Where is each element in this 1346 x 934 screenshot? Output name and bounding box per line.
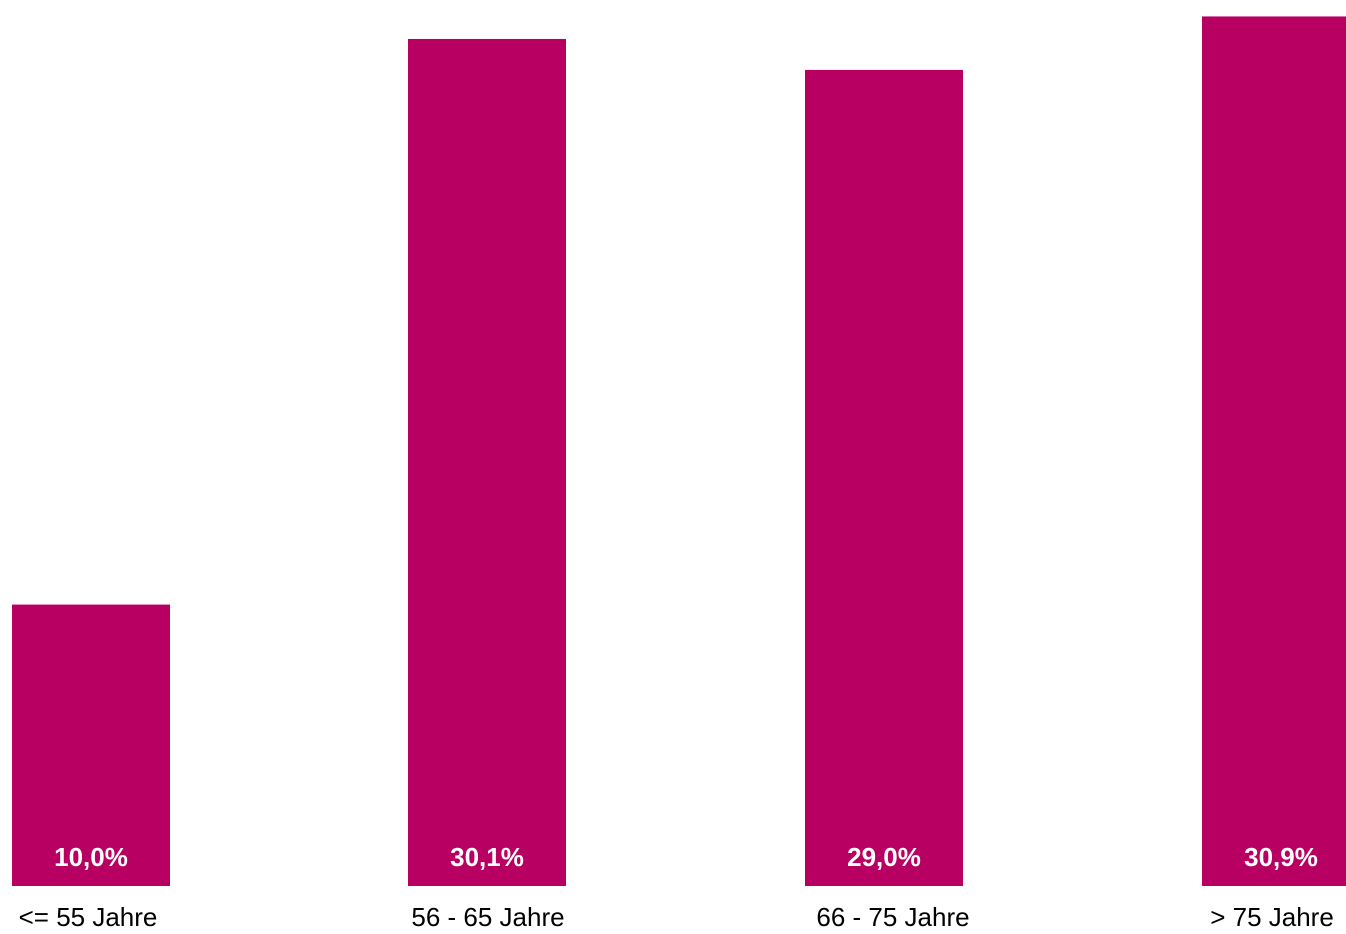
data-label-3: 29,0% — [847, 842, 921, 872]
data-label-4: 30,9% — [1244, 842, 1318, 872]
bar-4 — [1202, 16, 1346, 886]
bars-group — [12, 16, 1346, 886]
x-tick-label-2: 56 - 65 Jahre — [411, 902, 564, 932]
data-labels-group: 10,0% 30,1% 29,0% 30,9% — [54, 842, 1318, 872]
data-label-2: 30,1% — [450, 842, 524, 872]
x-tick-label-3: 66 - 75 Jahre — [816, 902, 969, 932]
x-tick-label-1: <= 55 Jahre — [19, 902, 158, 932]
x-axis-tick-labels: <= 55 Jahre 56 - 65 Jahre 66 - 75 Jahre > 7… — [19, 902, 1334, 932]
bar-1 — [12, 604, 170, 886]
x-tick-label-4: > 75 Jahre — [1210, 902, 1334, 932]
bar-2 — [408, 38, 566, 886]
bar-3 — [805, 69, 963, 886]
data-label-1: 10,0% — [54, 842, 128, 872]
